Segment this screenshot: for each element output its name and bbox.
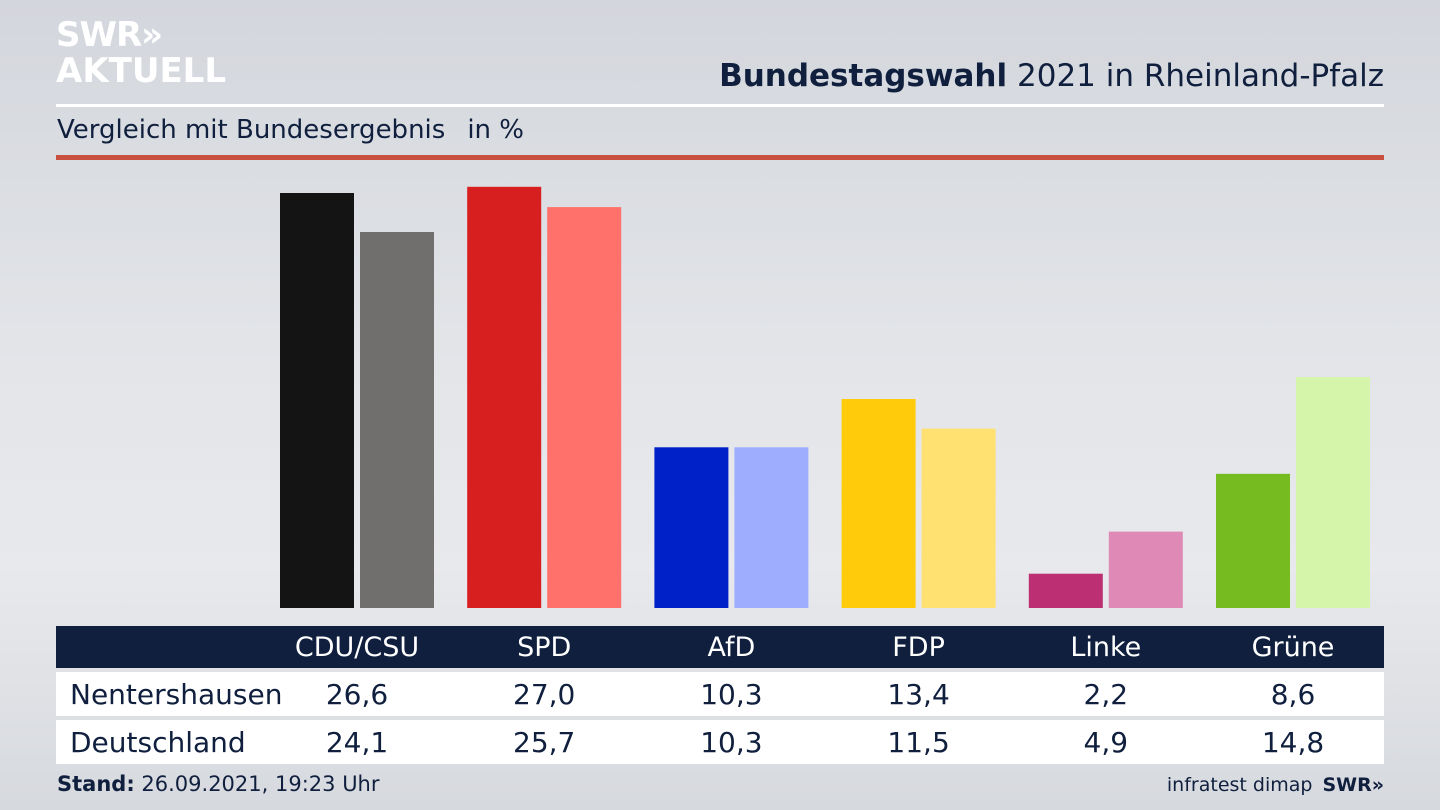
subtitle-divider (56, 155, 1384, 160)
title-rest: 2021 in Rheinland-Pfalz (1017, 58, 1384, 94)
bar-afd-nentershausen (654, 447, 729, 608)
chart-title: Bundestagswahl 2021 in Rheinland-Pfalz (719, 58, 1384, 94)
logo-line-2: AKTUELL (56, 51, 227, 91)
title-bold: Bundestagswahl (719, 58, 1008, 94)
results-table: CDU/CSU SPD AfD FDP Linke Grüne Nentershausen… (56, 626, 1384, 764)
logo-line-1: SWR» (56, 15, 163, 55)
table-row-deutschland: Deutschland 24,1 25,7 10,3 11,5 4,9 14,8 (56, 720, 1384, 764)
value-cell: 13,4 (887, 677, 950, 711)
value-cell: 25,7 (513, 725, 576, 759)
value-cell: 10,3 (700, 725, 763, 759)
bar-cdu-csu-deutschland (360, 232, 434, 608)
row-label: Deutschland (70, 725, 246, 759)
bar-gr-ne-nentershausen (1216, 473, 1290, 608)
value-cell: 10,3 (700, 677, 763, 711)
value-cell: 26,6 (325, 677, 389, 711)
bar-spd-deutschland (547, 207, 622, 608)
table-header-row: CDU/CSU SPD AfD FDP Linke Grüne (56, 626, 1384, 668)
unit-label: in % (467, 115, 524, 145)
value-cell: 24,1 (325, 725, 389, 759)
bar-linke-nentershausen (1028, 573, 1103, 608)
value-cell: 14,8 (1261, 725, 1325, 759)
swr-aktuell-logo: SWR» AKTUELL (56, 18, 226, 88)
stand-value: 26.09.2021, 19:23 Uhr (141, 772, 380, 796)
value-cell: 4,9 (1083, 725, 1129, 759)
column-header: FDP (892, 631, 945, 663)
row-label: Nentershausen (70, 677, 283, 711)
chart-subtitle: Vergleich mit Bundesergebnis in % (57, 115, 524, 145)
value-cell: 27,0 (513, 677, 576, 711)
bar-chart (280, 186, 1370, 609)
bar-afd-deutschland (734, 447, 809, 608)
swr-brand: SWR» (1322, 774, 1384, 796)
table-row-nentershausen: Nentershausen 26,6 27,0 10,3 13,4 2,2 8,6 (56, 672, 1384, 716)
column-header: AfD (707, 631, 756, 663)
bar-gr-ne-deutschland (1296, 377, 1370, 608)
column-header: Linke (1070, 631, 1142, 663)
column-header: CDU/CSU (294, 631, 420, 663)
source-credit: infratest dimap SWR» (1167, 774, 1384, 796)
value-cell: 11,5 (887, 725, 950, 759)
bar-linke-deutschland (1108, 531, 1183, 608)
timestamp: Stand: 26.09.2021, 19:23 Uhr (57, 772, 380, 796)
title-divider (56, 104, 1384, 107)
value-cell: 8,6 (1270, 677, 1316, 711)
bar-fdp-nentershausen (841, 399, 916, 608)
stand-label: Stand: (57, 772, 135, 796)
source-label: infratest dimap (1166, 774, 1313, 796)
value-cell: 2,2 (1083, 677, 1129, 711)
bar-spd-nentershausen (467, 186, 542, 609)
column-header: Grüne (1251, 631, 1335, 663)
bar-fdp-deutschland (921, 428, 996, 608)
bar-cdu-csu-nentershausen (280, 193, 354, 608)
subtitle-text: Vergleich mit Bundesergebnis (57, 115, 446, 145)
column-header: SPD (517, 631, 572, 663)
